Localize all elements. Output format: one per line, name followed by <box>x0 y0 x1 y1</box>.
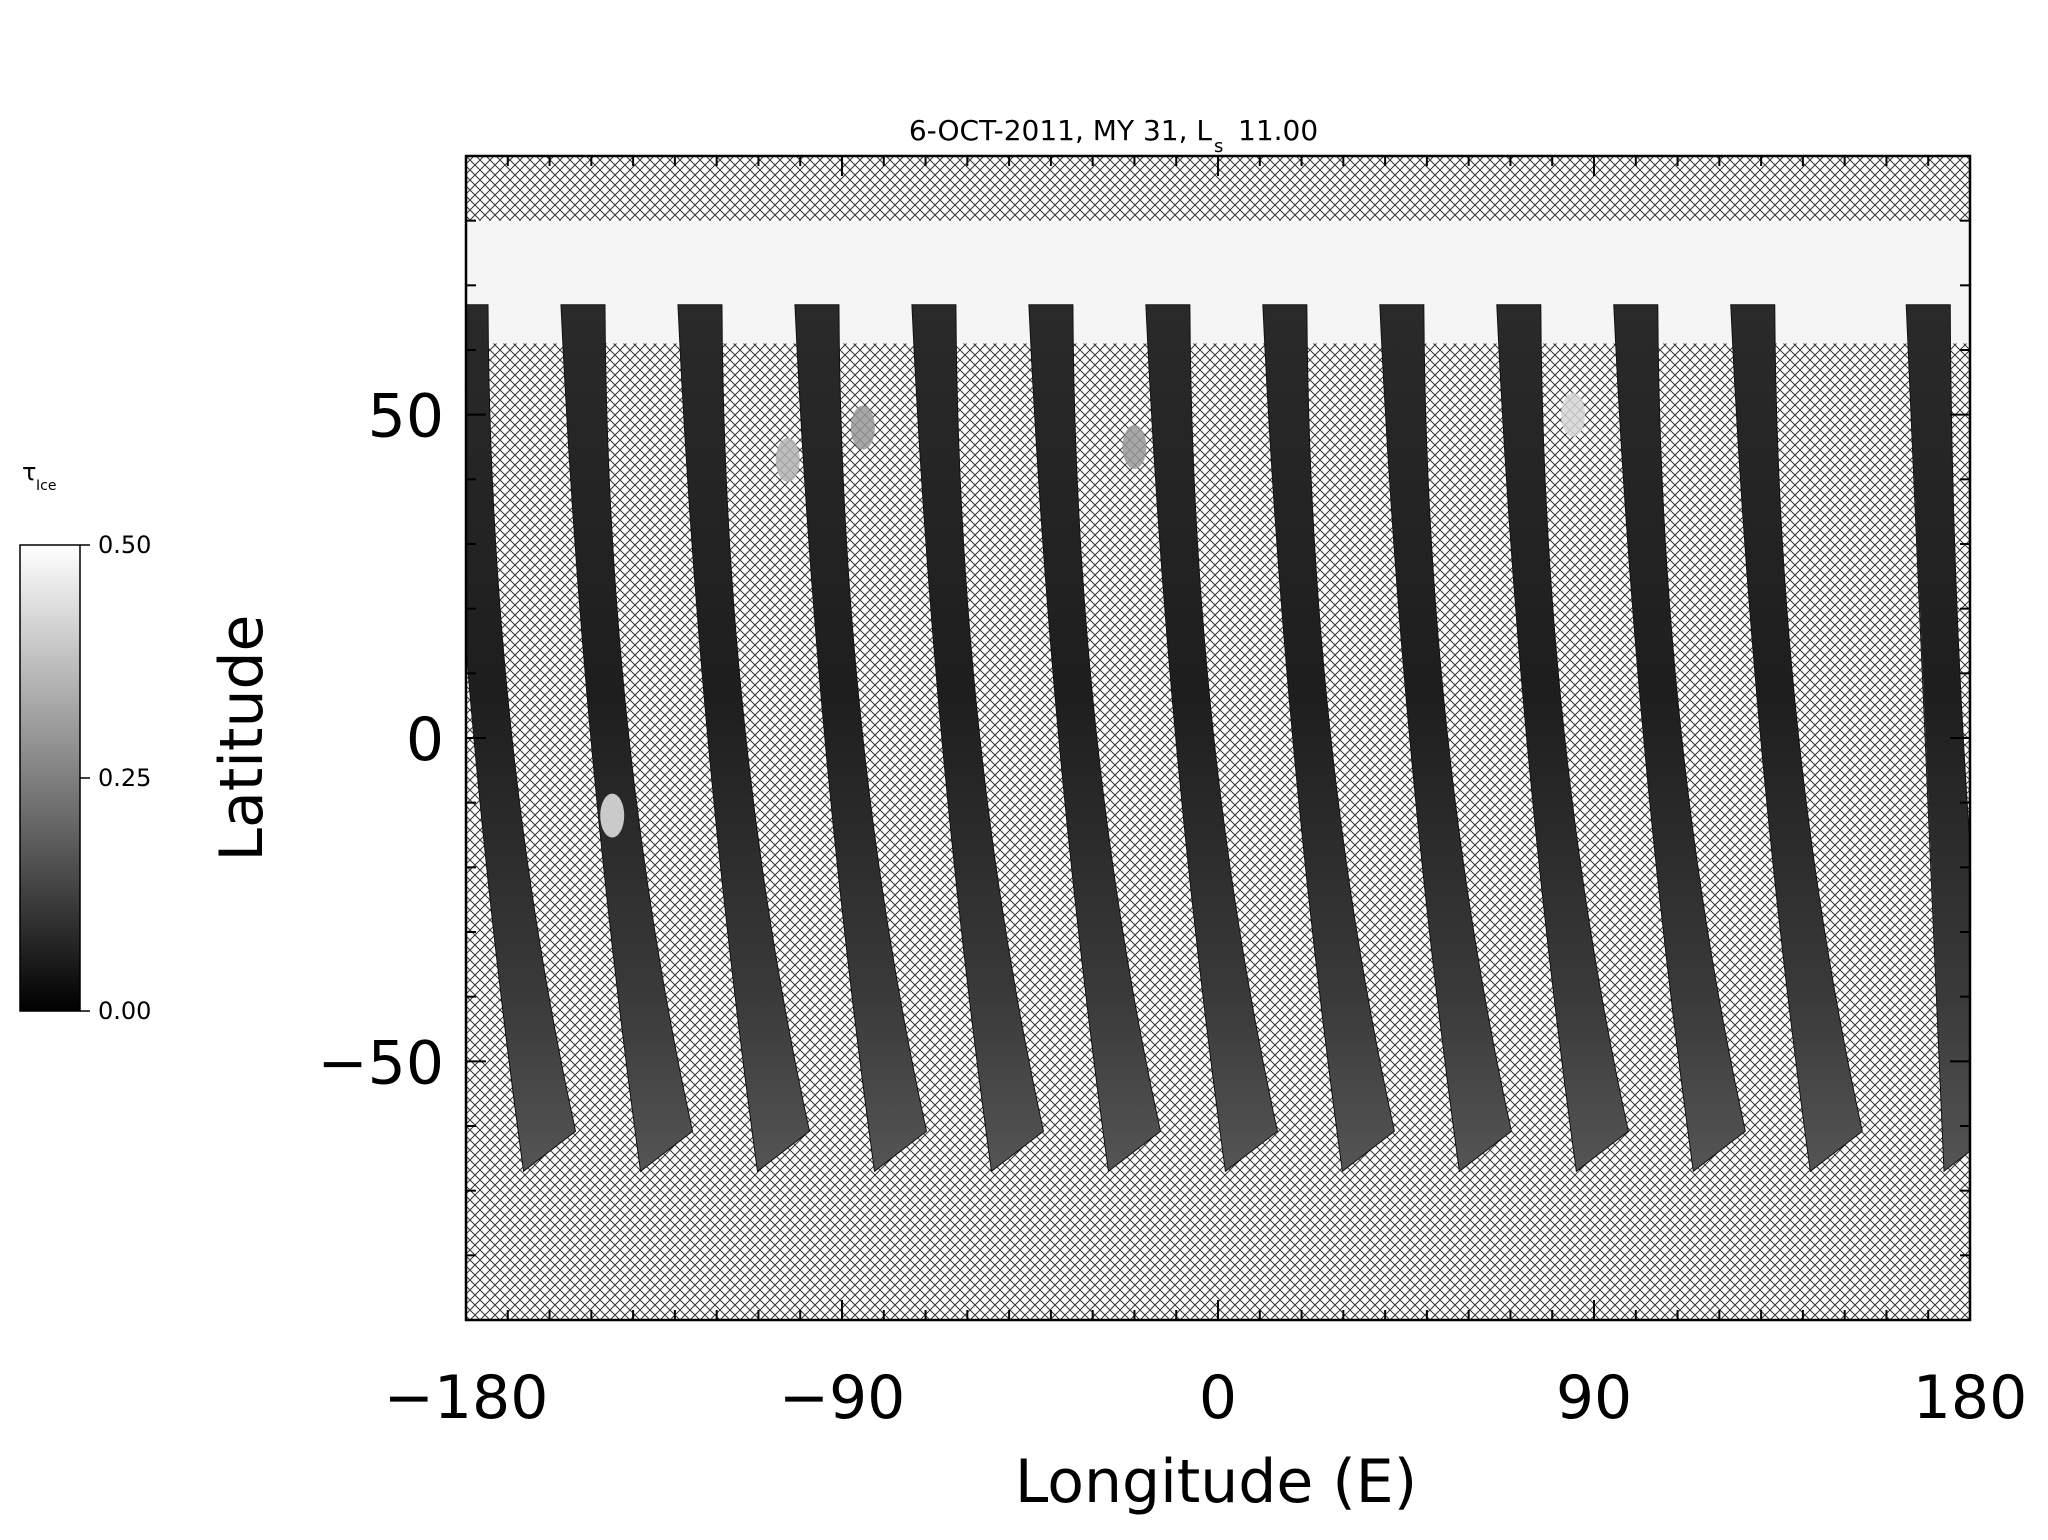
x-tick-label: 90 <box>1556 1363 1632 1433</box>
chart-title-value: 11.00 <box>1238 114 1318 147</box>
cloud-feature <box>1122 425 1147 469</box>
colorbar-tick-label: 0.00 <box>98 997 151 1025</box>
swath <box>794 304 928 1173</box>
data-layer <box>466 220 1970 1173</box>
colorbar-title: τ <box>22 458 36 486</box>
swath <box>1496 304 1629 1173</box>
axis-ticks: −180 −90 0 90 180 50 0 −50 <box>317 155 2028 1433</box>
swath <box>1905 304 1970 1173</box>
swath <box>677 304 811 1173</box>
swath <box>560 304 694 1173</box>
cloud-feature <box>600 793 625 838</box>
y-axis-label: Latitude <box>207 615 277 862</box>
swath <box>466 304 577 1173</box>
cloud-feature <box>775 437 800 482</box>
swath <box>1028 304 1161 1173</box>
colorbar-ticks: 0.50 0.25 0.00 <box>80 531 151 1025</box>
y-tick-label: 0 <box>406 705 444 775</box>
x-tick-label: 0 <box>1199 1363 1237 1433</box>
chart-title-subscript: s <box>1214 136 1223 157</box>
colorbar-title-subscript: Ice <box>36 478 56 494</box>
x-tick-label: 180 <box>1913 1363 2028 1433</box>
swath <box>1145 304 1278 1173</box>
y-tick-label: 50 <box>368 382 444 452</box>
swath <box>1613 304 1746 1173</box>
y-tick-label: −50 <box>317 1028 444 1098</box>
colorbar-tick-label: 0.50 <box>98 531 151 559</box>
cloud-feature <box>1561 392 1586 437</box>
cloud-feature <box>850 405 875 450</box>
x-tick-label: −180 <box>384 1363 549 1433</box>
x-axis-label: Longitude (E) <box>1015 1447 1417 1517</box>
swath <box>1379 304 1512 1173</box>
x-tick-label: −90 <box>779 1363 906 1433</box>
swath <box>1730 304 1863 1173</box>
swath <box>1262 304 1395 1173</box>
colorbar-tick-label: 0.25 <box>98 764 151 792</box>
colorbar <box>19 544 81 1012</box>
chart-title: 6-OCT-2011, MY 31, L <box>909 114 1213 147</box>
swath <box>911 304 1045 1173</box>
